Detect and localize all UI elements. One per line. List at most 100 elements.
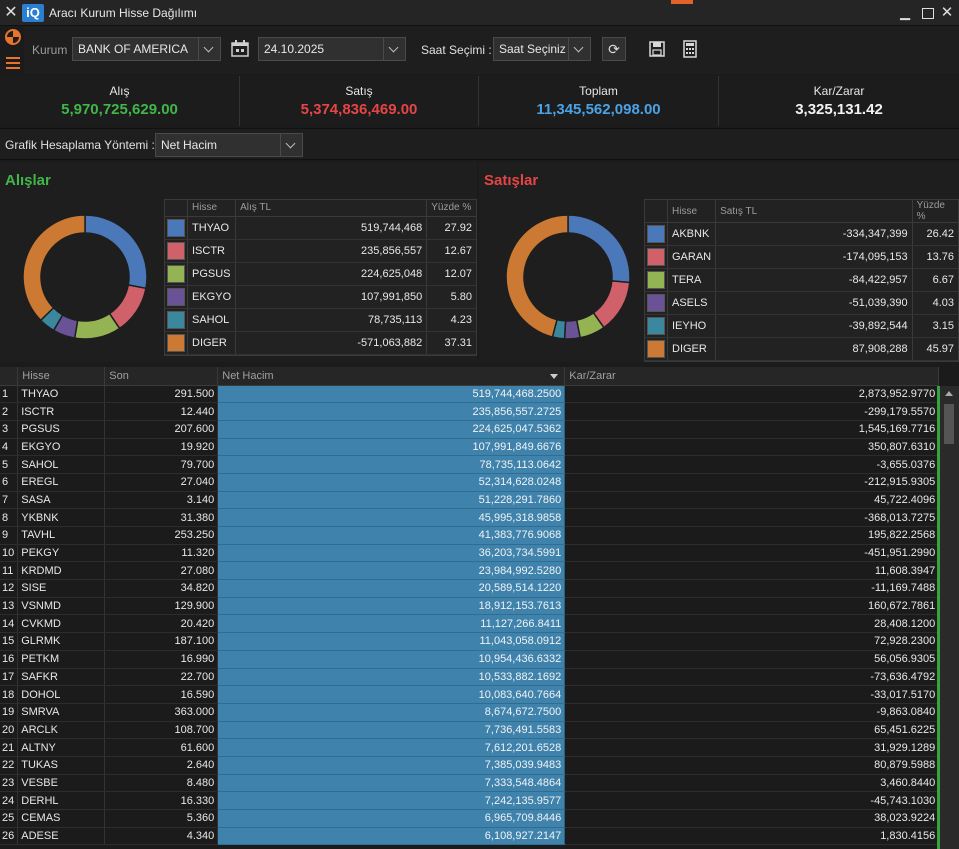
- row-index: 20: [0, 721, 19, 740]
- stock-grid: Hisse Son Net Hacim Kar/Zarar 1 THYAO 291.…: [0, 367, 959, 849]
- table-row[interactable]: 24 DERHL 16.330 7,242,135.9577 -45,743.1030: [0, 791, 940, 810]
- table-row[interactable]: 20 ARCLK 108.700 7,736,491.5583 65,451.6225: [0, 721, 940, 740]
- donut-slice-pgsus[interactable]: [73, 312, 121, 340]
- table-row[interactable]: 13 VSNMD 129.900 18,912,153.7613 160,672.786…: [0, 597, 940, 616]
- grid-nethacim-header[interactable]: Net Hacim: [217, 367, 566, 386]
- legend-row[interactable]: TERA -84,422,957 6.67: [645, 268, 958, 292]
- cell-karzarar: -9,863.0840: [564, 703, 940, 722]
- legend-row[interactable]: DIGER 87,908,288 45.97: [645, 337, 958, 361]
- cell-nethacim: 224,625,047.5362: [217, 420, 566, 439]
- karzarar-summary: Kar/Zarar 3,325,131.42: [719, 76, 959, 126]
- row-index: 22: [0, 756, 19, 775]
- cell-son: 253.250: [104, 526, 219, 545]
- cell-hisse: PEKGY: [17, 544, 106, 563]
- legend-hisse: DIGER: [187, 331, 237, 355]
- scroll-up-icon[interactable]: [945, 391, 953, 396]
- table-row[interactable]: 18 DOHOL 16.590 10,083,640.7664 -33,017.5170: [0, 685, 940, 704]
- legend-row[interactable]: SAHOL 78,735,113 4.23: [165, 308, 476, 332]
- minimize-button[interactable]: ▁: [900, 5, 910, 20]
- refresh-icon: ⟳: [608, 41, 620, 57]
- legend-row[interactable]: EKGYO 107,991,850 5.80: [165, 285, 476, 309]
- chevron-down-icon[interactable]: [383, 38, 405, 60]
- table-row[interactable]: 1 THYAO 291.500 519,744,468.2500 2,873,952.9…: [0, 385, 940, 404]
- table-row[interactable]: 3 PGSUS 207.600 224,625,047.5362 1,545,169.7…: [0, 420, 940, 439]
- legend-row[interactable]: IEYHO -39,892,544 3.15: [645, 314, 958, 338]
- table-row[interactable]: 4 EKGYO 19.920 107,991,849.6676 350,807.6310: [0, 438, 940, 457]
- table-row[interactable]: 5 SAHOL 79.700 78,735,113.0642 -3,655.0376: [0, 455, 940, 474]
- legend-hisse: DIGER: [667, 337, 717, 361]
- table-row[interactable]: 19 SMRVA 363.000 8,674,672.7500 -9,863.0840: [0, 703, 940, 722]
- legend-swatch: [645, 314, 668, 338]
- alis-value: 5,970,725,629.00: [61, 101, 178, 118]
- legend-pct-header: Yüzde %: [426, 200, 476, 217]
- cell-son: 31.380: [104, 508, 219, 527]
- legend-hisse: SAHOL: [187, 308, 237, 332]
- table-row[interactable]: 15 GLRMK 187.100 11,043,058.0912 72,928.2300: [0, 632, 940, 651]
- legend-row[interactable]: AKBNK -334,347,399 26.42: [645, 222, 958, 246]
- chevron-down-icon[interactable]: [568, 38, 590, 60]
- saat-select[interactable]: Saat Seçiniz: [493, 37, 591, 61]
- table-row[interactable]: 11 KRDMD 27.080 23,984,992.5280 11,608.3947: [0, 561, 940, 581]
- legend-row[interactable]: PGSUS 224,625,048 12.07: [165, 262, 476, 286]
- maximize-button[interactable]: [918, 4, 936, 22]
- pie-chart-icon[interactable]: [4, 28, 22, 46]
- table-row[interactable]: 12 SISE 34.820 20,589,514.1220 -11,169.7488: [0, 579, 940, 598]
- window-title: Aracı Kurum Hisse Dağılımı: [49, 6, 198, 20]
- donut-slice-asels[interactable]: [563, 319, 582, 340]
- legend-row[interactable]: ISCTR 235,856,557 12.67: [165, 239, 476, 263]
- cell-karzarar: 38,023.9224: [564, 809, 940, 828]
- kurum-select[interactable]: BANK OF AMERICA: [72, 37, 221, 61]
- donut-slice-diger[interactable]: [505, 214, 569, 338]
- table-row[interactable]: 7 SASA 3.140 51,228,291.7860 45,722.4096: [0, 491, 940, 510]
- table-row[interactable]: 21 ALTNY 61.600 7,612,201.6528 31,929.1289: [0, 738, 940, 757]
- cell-karzarar: -368,013.7275: [564, 508, 940, 527]
- refresh-button[interactable]: ⟳: [602, 37, 626, 61]
- table-row[interactable]: 6 EREGL 27.040 52,314,628.0248 -212,915.9305: [0, 473, 940, 492]
- table-row[interactable]: 16 PETKM 16.990 10,954,436.6332 56,056.9305: [0, 650, 940, 669]
- calculator-icon[interactable]: [679, 38, 701, 60]
- close-button[interactable]: ✕: [940, 4, 954, 21]
- cell-hisse: KRDMD: [17, 561, 106, 581]
- cell-karzarar: -73,636.4792: [564, 668, 940, 687]
- chevron-down-icon[interactable]: [198, 38, 220, 60]
- legend-tl: 78,735,113: [235, 308, 428, 332]
- close-panel-icon[interactable]: ✕: [4, 4, 18, 21]
- legend-tl: -84,422,957: [715, 268, 913, 292]
- donut-slice-thyao[interactable]: [84, 214, 148, 290]
- legend-row[interactable]: THYAO 519,744,468 27.92: [165, 216, 476, 240]
- legend-row[interactable]: ASELS -51,039,390 4.03: [645, 291, 958, 315]
- table-row[interactable]: 14 CVKMD 20.420 11,127,266.8411 28,408.1200: [0, 614, 940, 634]
- table-row[interactable]: 22 TUKAS 2.640 7,385,039.9483 80,879.5988: [0, 756, 940, 775]
- calendar-icon[interactable]: [229, 38, 251, 60]
- chevron-down-icon[interactable]: [280, 134, 302, 156]
- vertical-scrollbar[interactable]: [940, 386, 959, 849]
- table-row[interactable]: 25 CEMAS 5.360 6,965,709.8446 38,023.9224: [0, 809, 940, 828]
- legend-row[interactable]: GARAN -174,095,153 13.76: [645, 245, 958, 269]
- hamburger-menu-icon[interactable]: [4, 54, 22, 72]
- table-row[interactable]: 9 TAVHL 253.250 41,383,776.9068 195,822.2568: [0, 526, 940, 545]
- legend-row[interactable]: DIGER -571,063,882 37.31: [165, 331, 476, 355]
- table-row[interactable]: 10 PEKGY 11.320 36,203,734.5991 -451,951.299…: [0, 544, 940, 563]
- cell-son: 363.000: [104, 703, 219, 722]
- row-index: 8: [0, 508, 19, 527]
- donut-slice-diger[interactable]: [22, 214, 86, 322]
- table-row[interactable]: 2 ISCTR 12.440 235,856,557.2725 -299,179.557…: [0, 402, 940, 421]
- row-index: 11: [0, 561, 19, 581]
- row-index: 10: [0, 544, 19, 563]
- grid-son-header[interactable]: Son: [104, 367, 219, 386]
- save-icon[interactable]: [646, 38, 668, 60]
- grid-hisse-header[interactable]: Hisse: [17, 367, 106, 386]
- table-row[interactable]: 8 YKBNK 31.380 45,995,318.9858 -368,013.7275: [0, 508, 940, 527]
- cell-son: 34.820: [104, 579, 219, 598]
- date-picker[interactable]: 24.10.2025: [258, 37, 406, 61]
- method-select[interactable]: Net Hacim: [155, 133, 303, 157]
- cell-hisse: CVKMD: [17, 614, 106, 634]
- table-row[interactable]: 17 SAFKR 22.700 10,533,882.1692 -73,636.4792: [0, 668, 940, 687]
- legend-swatch: [165, 239, 188, 263]
- table-row[interactable]: 23 VESBE 8.480 7,333,548.4864 3,460.8440: [0, 774, 940, 793]
- scroll-thumb[interactable]: [944, 404, 954, 444]
- grid-karzarar-header[interactable]: Kar/Zarar: [564, 367, 940, 386]
- donut-slice-akbnk[interactable]: [567, 214, 631, 284]
- table-row[interactable]: 26 ADESE 4.340 6,108,927.2147 1,830.4156: [0, 827, 940, 846]
- cell-son: 5.360: [104, 809, 219, 828]
